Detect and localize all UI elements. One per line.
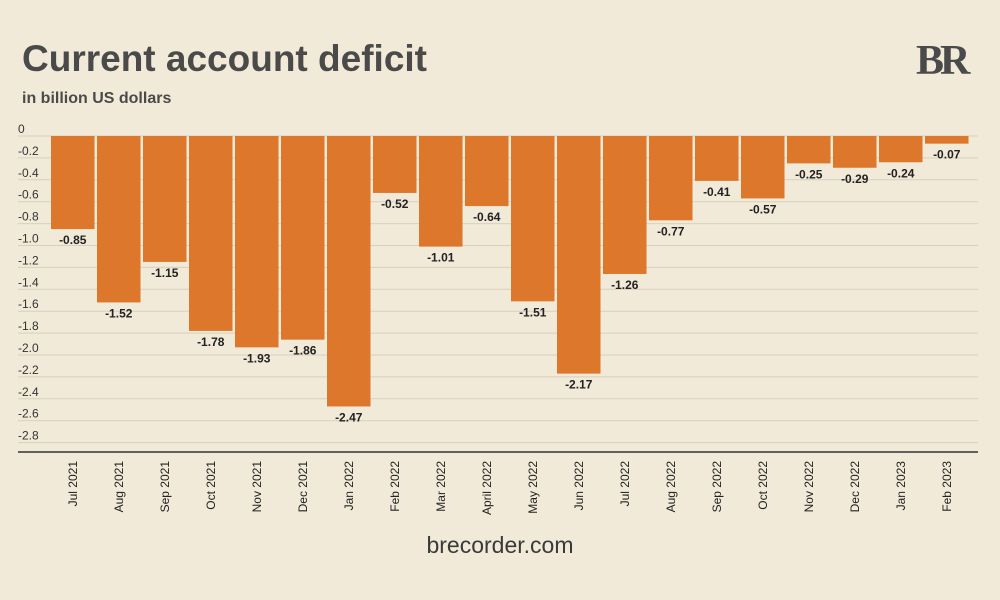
data-label: -1.01	[427, 251, 455, 265]
x-axis-ticks: Jul 2021 Aug 2021 Sep 2021 Oct 2021 Nov 2021…	[66, 461, 954, 515]
y-tick-label: -1.0	[18, 232, 39, 246]
data-label: -1.78	[197, 335, 225, 349]
bar	[557, 136, 601, 374]
data-label: -0.77	[657, 224, 685, 238]
data-label: -1.51	[519, 305, 547, 319]
x-tick-label: Dec 2021	[296, 461, 310, 513]
bar	[649, 136, 693, 221]
y-tick-label: -0.2	[18, 144, 39, 158]
x-tick-label: Feb 2023	[940, 461, 954, 512]
x-tick-label: Aug 2022	[664, 461, 678, 513]
bars	[51, 136, 969, 407]
bar	[51, 136, 95, 230]
x-tick-label: Nov 2021	[250, 461, 264, 513]
y-axis-ticks: 0 -0.2 -0.4 -0.6 -0.8 -1.0 -1.2 -1.4 -1.6 -1.8 -2.…	[18, 122, 39, 443]
bar	[327, 136, 371, 407]
bar	[695, 136, 739, 181]
y-tick-label: -2.0	[18, 341, 39, 355]
data-labels: -0.85 -1.52 -1.15 -1.78 -1.93 -1.86 -2.47 -0.52…	[59, 148, 961, 425]
y-tick-label: -1.4	[18, 275, 39, 289]
y-tick-label: -2.6	[18, 407, 39, 421]
data-label: -0.52	[381, 197, 409, 211]
data-label: -1.52	[105, 306, 133, 320]
x-tick-label: April 2022	[480, 461, 494, 515]
y-tick-label: -2.4	[18, 385, 39, 399]
bar	[281, 136, 325, 340]
data-label: -1.93	[243, 351, 271, 365]
data-label: -0.64	[473, 210, 501, 224]
website-footer: brecorder.com	[426, 532, 574, 558]
data-label: -0.85	[59, 233, 87, 247]
x-tick-label: Mar 2022	[434, 461, 448, 512]
y-tick-label: -0.8	[18, 210, 39, 224]
bar	[97, 136, 141, 303]
data-label: -2.17	[565, 378, 593, 392]
y-tick-label: -0.6	[18, 188, 39, 202]
data-label: -1.86	[289, 344, 317, 358]
data-label: -0.07	[933, 148, 961, 162]
data-label: -1.15	[151, 266, 179, 280]
data-label: -1.26	[611, 278, 639, 292]
data-label: -2.47	[335, 410, 363, 424]
x-tick-label: Feb 2022	[388, 461, 402, 512]
bar	[189, 136, 233, 331]
bar	[787, 136, 831, 164]
x-tick-label: Oct 2022	[756, 461, 770, 510]
bar	[143, 136, 187, 262]
bar	[925, 136, 969, 144]
y-tick-label: -2.2	[18, 363, 39, 377]
bar	[879, 136, 923, 163]
chart-title: Current account deficit	[22, 38, 427, 79]
data-label: -0.29	[841, 172, 869, 186]
brand-logo: BR	[916, 38, 970, 84]
x-tick-label: Jan 2022	[342, 461, 356, 511]
y-tick-label: -0.4	[18, 166, 39, 180]
bar	[419, 136, 463, 247]
data-label: -0.41	[703, 185, 731, 199]
x-tick-label: Jun 2022	[572, 461, 586, 511]
bar	[373, 136, 417, 193]
x-tick-label: Jul 2022	[618, 461, 632, 507]
y-tick-label: 0	[18, 122, 25, 136]
y-tick-label: -1.6	[18, 297, 39, 311]
bar	[833, 136, 877, 168]
x-tick-label: Dec 2022	[848, 461, 862, 513]
data-label: -0.57	[749, 202, 777, 216]
chart-subtitle: in billion US dollars	[22, 90, 172, 107]
x-tick-label: Jul 2021	[66, 461, 80, 507]
data-label: -0.25	[795, 167, 823, 181]
y-tick-label: -1.8	[18, 319, 39, 333]
x-tick-label: Sep 2022	[710, 461, 724, 513]
x-tick-label: Nov 2022	[802, 461, 816, 513]
x-tick-label: Sep 2021	[158, 461, 172, 513]
x-tick-label: Jan 2023	[894, 461, 908, 511]
bar	[511, 136, 555, 302]
bar	[465, 136, 509, 207]
y-tick-label: -2.8	[18, 429, 39, 443]
data-label: -0.24	[887, 166, 915, 180]
x-tick-label: May 2022	[526, 461, 540, 514]
bar	[603, 136, 647, 274]
x-tick-label: Aug 2021	[112, 461, 126, 513]
bar	[741, 136, 785, 199]
y-tick-label: -1.2	[18, 253, 39, 267]
x-tick-label: Oct 2021	[204, 461, 218, 510]
bar	[235, 136, 279, 348]
